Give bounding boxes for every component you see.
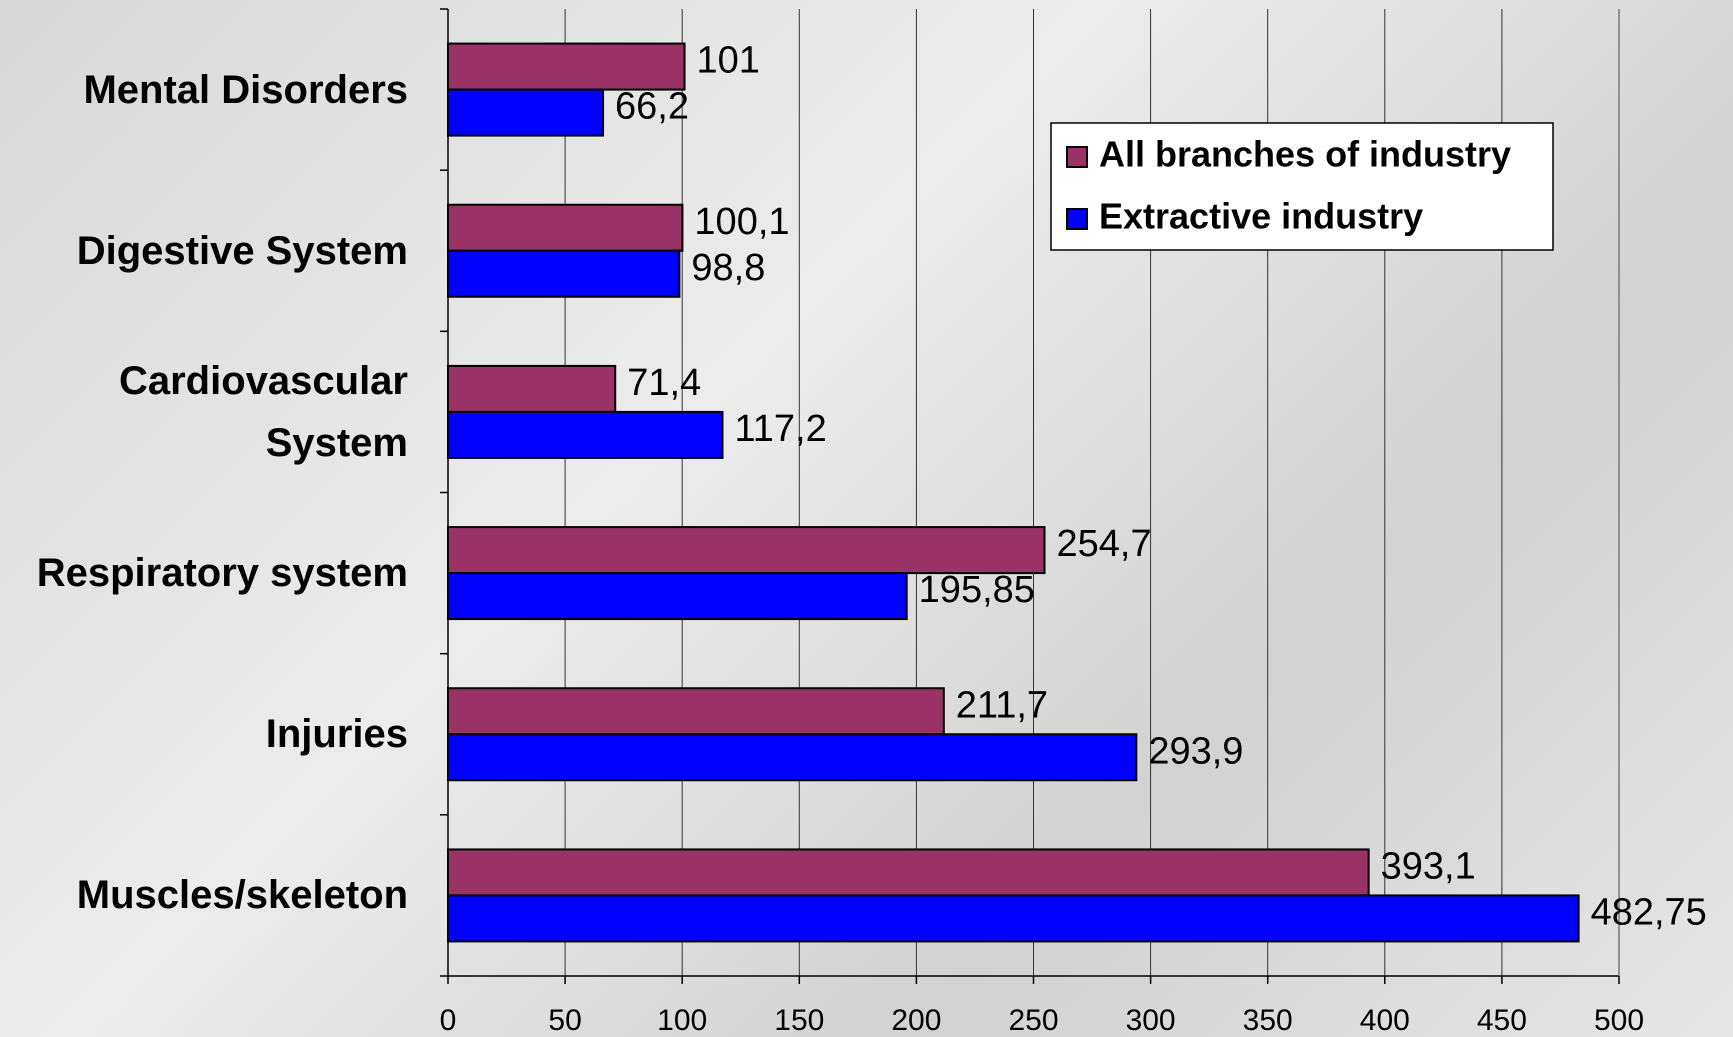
category-label: Cardiovascular System — [118, 358, 408, 465]
bar — [447, 526, 1046, 575]
value-label: 482,75 — [1591, 891, 1707, 933]
x-tick-label: 0 — [440, 1004, 457, 1037]
category-label: Respiratory system — [36, 551, 408, 596]
value-label: 100,1 — [694, 201, 789, 243]
bar — [447, 203, 684, 252]
x-tick-label: 50 — [548, 1004, 581, 1037]
category-label: Digestive System — [76, 228, 408, 273]
x-tick-label: 500 — [1594, 1004, 1644, 1037]
legend-box — [1050, 122, 1554, 251]
bar — [447, 42, 686, 91]
legend-swatch — [1066, 208, 1088, 230]
value-label: 211,7 — [956, 684, 1048, 726]
x-tick-label: 200 — [891, 1004, 941, 1037]
category-label: Injuries — [265, 712, 408, 757]
category-label: Muscles/skeleton — [76, 873, 408, 918]
legend-swatch — [1066, 146, 1088, 168]
x-tick-label: 350 — [1243, 1004, 1293, 1037]
value-label: 195,85 — [919, 569, 1035, 611]
x-tick-label: 100 — [657, 1004, 707, 1037]
x-tick-label: 150 — [774, 1004, 824, 1037]
category-label: Mental Disorders — [83, 67, 408, 112]
bar — [447, 572, 908, 621]
bar — [447, 410, 724, 459]
legend-label: Extractive industry — [1099, 196, 1423, 237]
bar — [447, 88, 605, 137]
bar — [447, 364, 617, 413]
x-tick-label: 300 — [1126, 1004, 1176, 1037]
x-tick-label: 450 — [1477, 1004, 1527, 1037]
value-label: 71,4 — [627, 362, 701, 404]
bar — [447, 249, 681, 298]
value-label: 117,2 — [734, 408, 826, 450]
value-label: 101 — [697, 40, 760, 82]
x-tick-label: 400 — [1360, 1004, 1410, 1037]
value-label: 66,2 — [615, 86, 689, 128]
legend-label: All branches of industry — [1099, 134, 1511, 175]
value-label: 98,8 — [691, 247, 765, 289]
bar — [447, 848, 1370, 897]
x-tick-label: 250 — [1008, 1004, 1058, 1037]
value-label: 254,7 — [1057, 523, 1152, 565]
value-label: 293,9 — [1148, 730, 1243, 772]
value-label: 393,1 — [1381, 845, 1476, 887]
bar — [447, 687, 945, 736]
bar — [447, 894, 1580, 943]
bar — [447, 733, 1138, 782]
